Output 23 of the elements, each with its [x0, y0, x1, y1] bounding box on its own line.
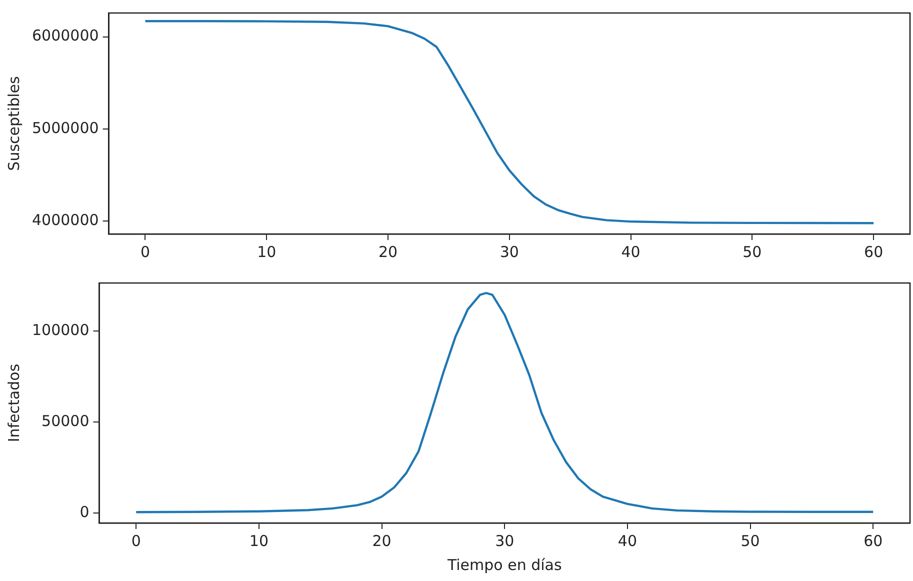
x-tick-label: 60	[864, 532, 883, 550]
x-tick-label: 30	[500, 242, 519, 261]
y-tick-label: 0	[80, 502, 90, 521]
x-tick-label: 10	[249, 532, 268, 550]
y-tick-label: 6000000	[32, 26, 99, 45]
x-axis-title: Tiempo en días	[446, 556, 562, 574]
x-tick-label: 40	[618, 532, 638, 550]
x-tick-label: 10	[257, 242, 276, 261]
y-tick-label: 5000000	[32, 118, 99, 137]
x-tick-label: 50	[740, 532, 760, 550]
x-tick-label: 60	[864, 242, 884, 261]
x-tick-label: 30	[495, 532, 514, 550]
y-tick-label: 4000000	[32, 210, 99, 229]
x-tick-label: 0	[131, 532, 141, 550]
x-tick-label: 0	[140, 242, 150, 261]
x-tick-label: 50	[742, 242, 762, 261]
y-axis-title: Susceptibles	[4, 76, 23, 171]
y-tick-label: 50000	[42, 412, 90, 430]
y-axis-title: Infectados	[4, 364, 23, 442]
y-tick-label: 100000	[32, 321, 90, 340]
x-tick-label: 20	[372, 532, 392, 550]
x-tick-label: 40	[621, 242, 640, 261]
x-tick-label: 20	[378, 242, 398, 261]
